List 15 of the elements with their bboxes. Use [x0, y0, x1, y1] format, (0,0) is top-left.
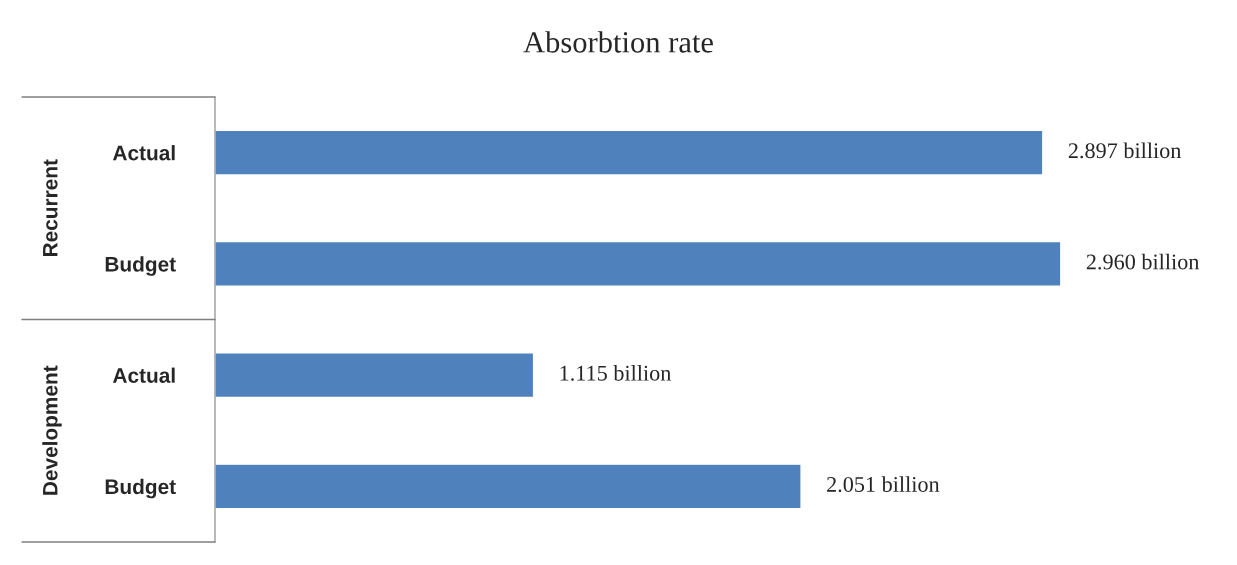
chart-title: Absorbtion rate [523, 31, 713, 53]
text: Development [42, 365, 62, 495]
y-tick-label: Actual [112, 367, 175, 383]
bar [215, 129, 1044, 176]
data-label: 2.960 billion [1086, 253, 1200, 270]
data-label: 2.897 billion [1068, 142, 1182, 159]
bar [215, 352, 535, 399]
y-tick-label: Budget [105, 478, 176, 499]
data-label: 2.051 billion [827, 476, 940, 493]
bar [215, 463, 802, 510]
text: Recurrent [43, 159, 58, 257]
bar [215, 240, 1062, 287]
y-tick-label: Actual [112, 145, 175, 161]
data-label: 1.115 billion [560, 365, 672, 381]
y-tick-label: Budget [105, 256, 176, 276]
